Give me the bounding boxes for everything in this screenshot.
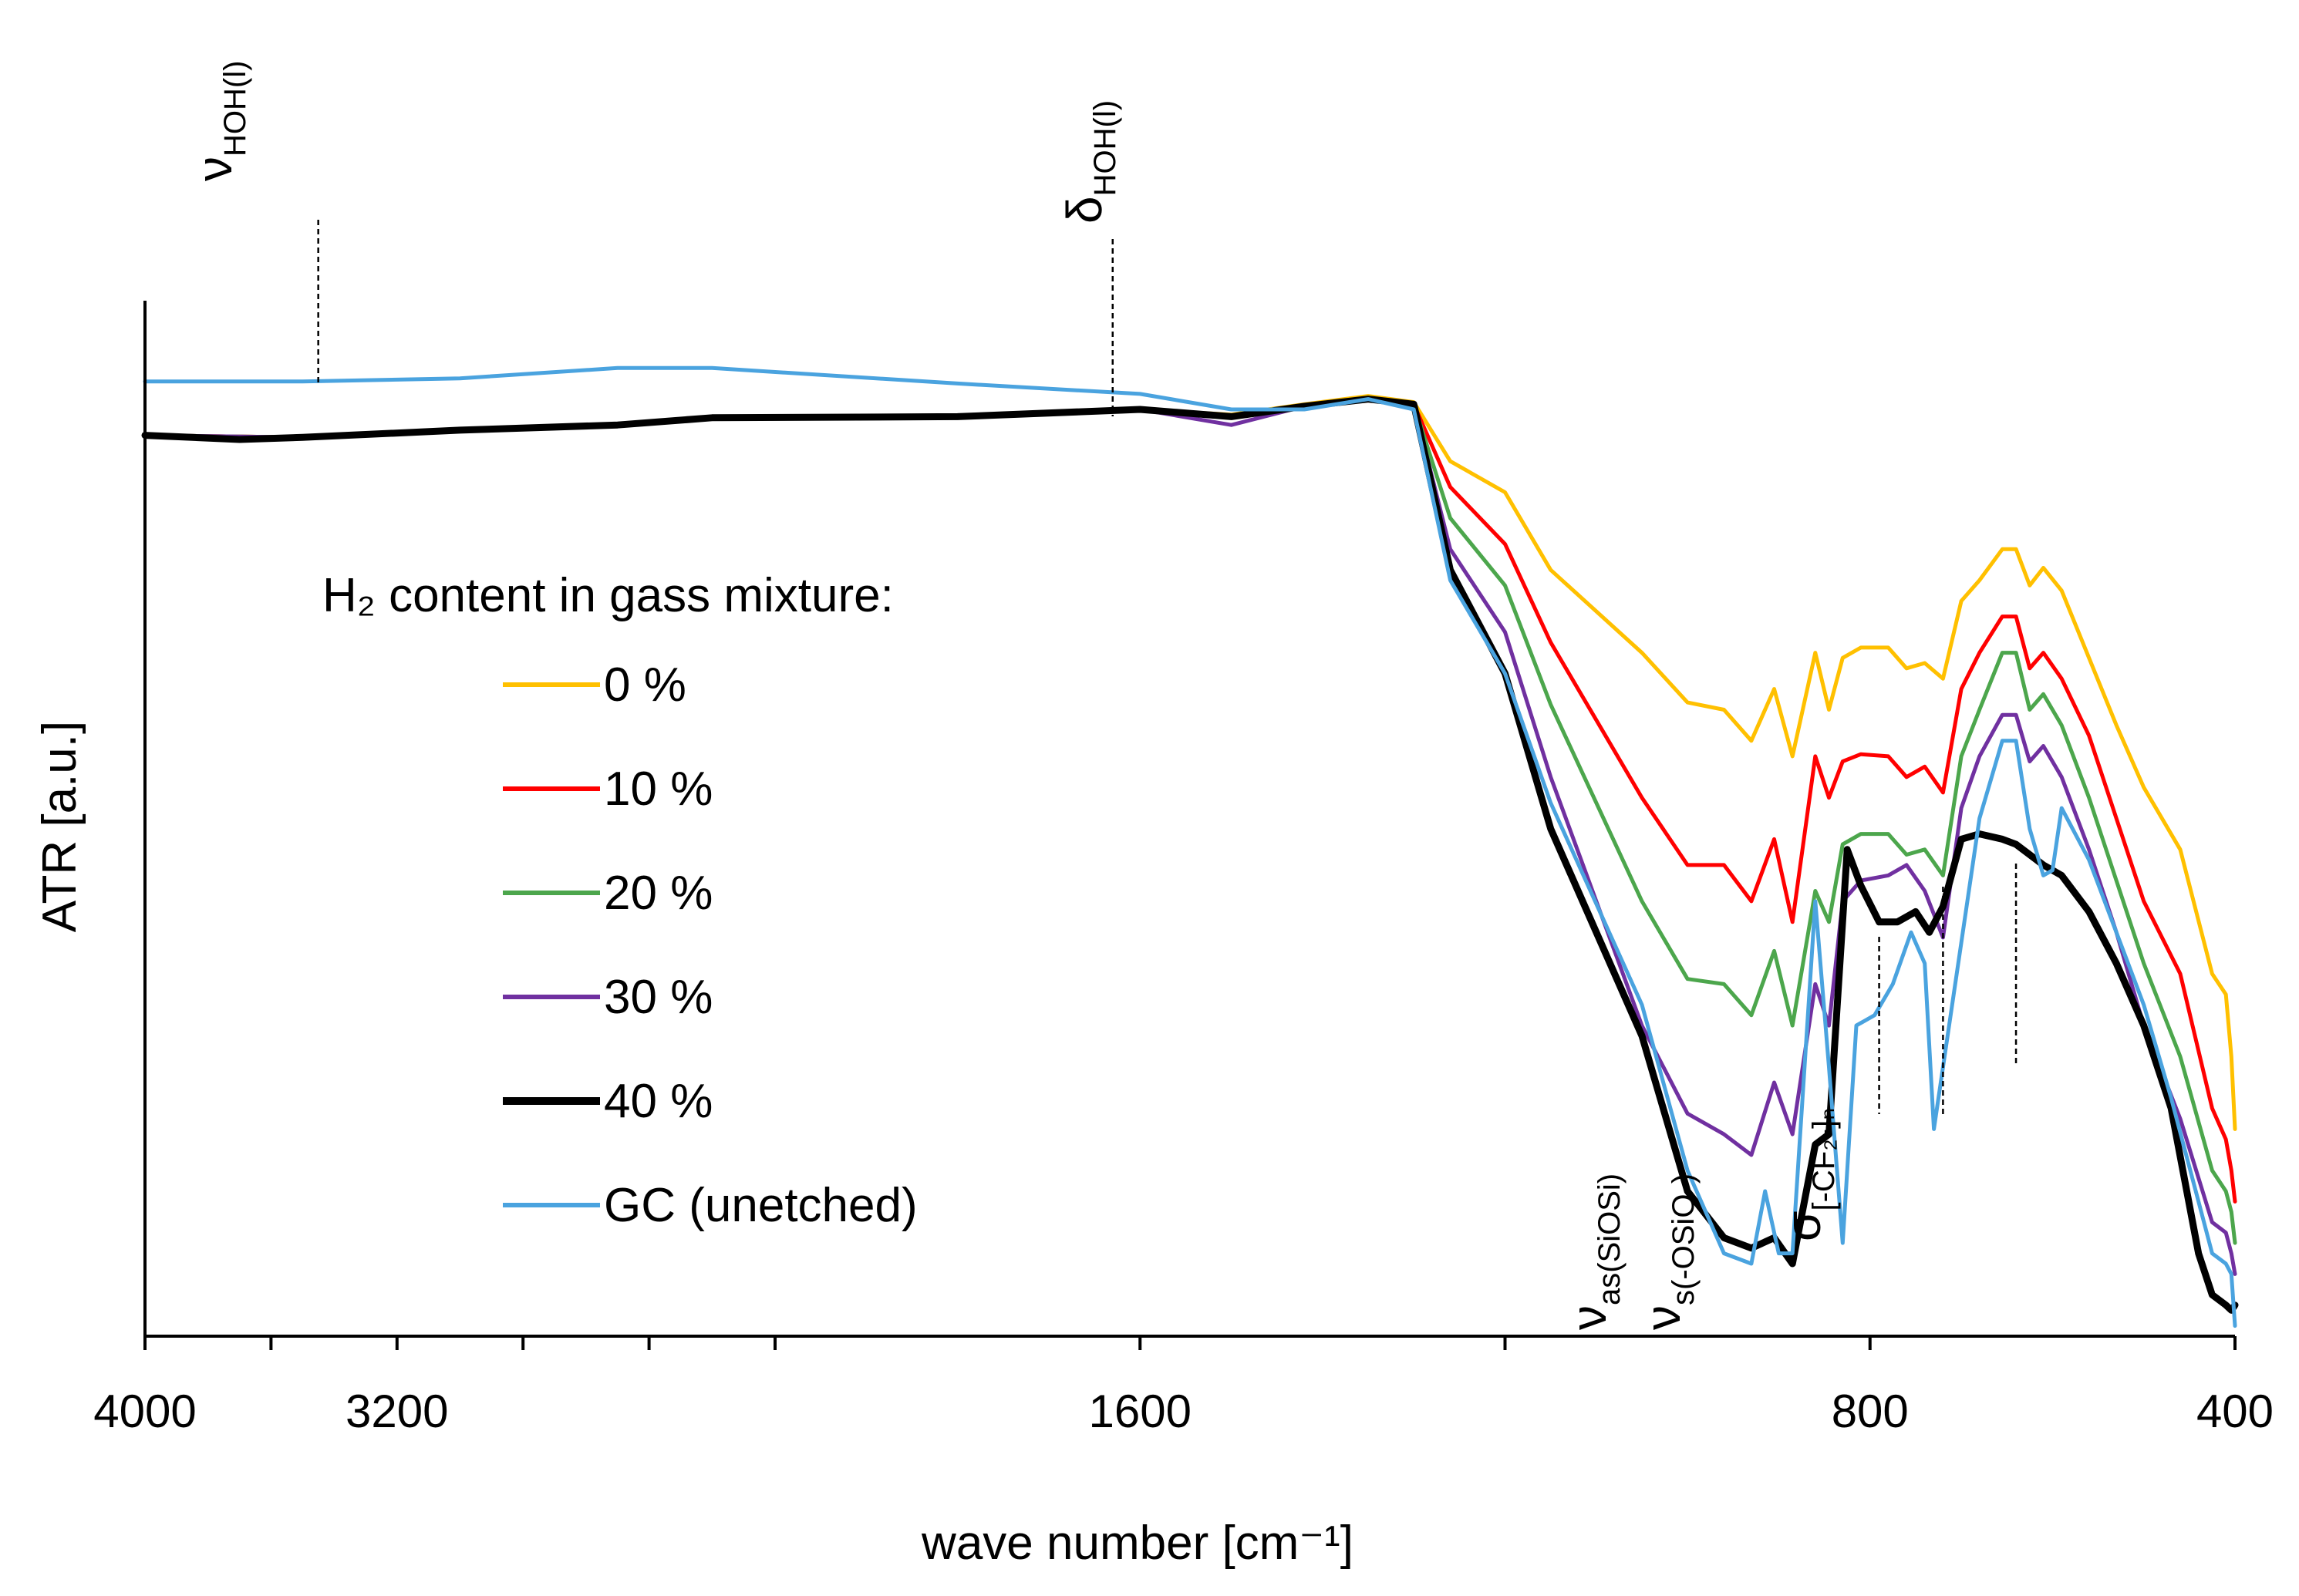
legend-label-5: GC (unetched) — [604, 1179, 918, 1232]
legend-title: H₂ content in gass mixture: — [322, 569, 894, 622]
x-tick-label: 400 — [2196, 1386, 2274, 1437]
legend: H₂ content in gass mixture: 0 % 10 % 20 % 30… — [322, 569, 918, 1232]
legend-label-2: 20 % — [604, 867, 713, 920]
x-tick-label: 800 — [1832, 1386, 1909, 1437]
legend-label-4: 40 % — [604, 1075, 713, 1128]
y-axis-label: ATR [a.u.] — [33, 721, 86, 933]
series-line-3 — [143, 397, 2237, 1276]
series-line-5 — [143, 365, 2237, 1328]
annotation-label-nu-hoh: νHOH(l) — [187, 61, 252, 181]
series-line-4 — [141, 396, 2239, 1314]
annotation-label-nu-s-osio: νs(-OSiO-) — [1635, 1173, 1701, 1330]
annotation-label-nu-as-siosi: νas(SiOSi) — [1561, 1173, 1626, 1330]
series-layer — [141, 365, 2239, 1328]
x-tick-label: 3200 — [346, 1386, 448, 1437]
annotation-label-sigma-cf2: σ[-CF₂-]ₙ — [1775, 1108, 1841, 1241]
legend-label-0: 0 % — [604, 658, 686, 712]
annotation-layer: νHOH(l) δHOH(l) νas(SiOSi)νs(-OSiO-) σ[-CF₂… — [187, 61, 2018, 1330]
x-tick-label: 4000 — [93, 1386, 196, 1437]
x-axis-label: wave number [cm⁻¹] — [921, 1517, 1353, 1570]
legend-label-1: 10 % — [604, 763, 713, 816]
axes-layer: 4000 3200 1600 800 400 — [93, 301, 2274, 1437]
x-tick-label: 1600 — [1089, 1386, 1192, 1437]
annotation-label-delta-hoh: δHOH(l) — [1057, 100, 1122, 224]
legend-label-3: 30 % — [604, 971, 713, 1024]
